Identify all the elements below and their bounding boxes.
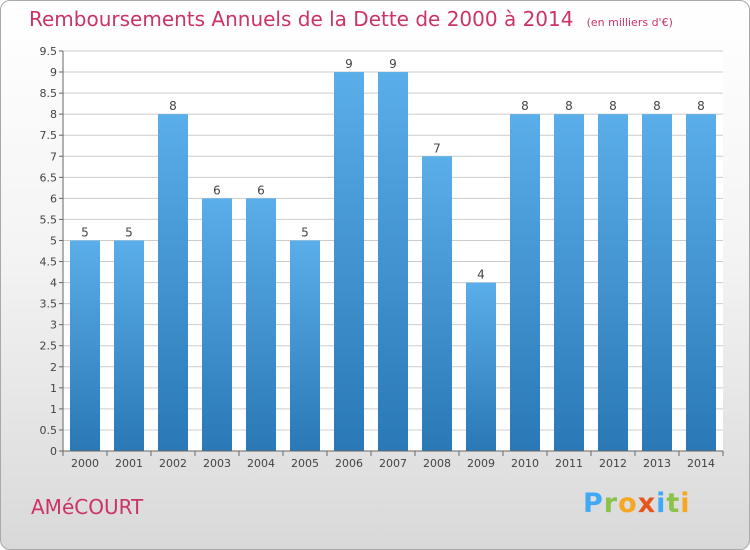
y-tick-label: 9.5 <box>40 45 58 58</box>
bar <box>642 114 672 451</box>
logo-letter: i <box>680 488 691 519</box>
y-tick-label: 5.5 <box>40 213 58 226</box>
x-tick-label: 2008 <box>423 457 451 470</box>
bar <box>114 240 144 451</box>
y-tick-label: 6 <box>50 192 57 205</box>
title-row: Remboursements Annuels de la Dette de 20… <box>29 7 673 31</box>
data-label: 8 <box>521 99 529 113</box>
data-label: 4 <box>477 268 485 282</box>
proxiti-logo: Proxiti <box>583 488 691 519</box>
chart-subtitle: (en milliers d'€) <box>586 16 673 29</box>
logo-letter: x <box>637 488 657 519</box>
y-tick-label: 0.5 <box>40 424 58 437</box>
y-tick-label: 8.5 <box>40 87 58 100</box>
logo-letter: i <box>656 488 667 519</box>
bar <box>466 282 496 451</box>
data-label: 8 <box>697 99 705 113</box>
y-tick-label: 4 <box>50 277 57 290</box>
y-tick-label: 0 <box>50 445 57 458</box>
commune-name: AMéCOURT <box>31 495 144 519</box>
logo-letter: o <box>618 488 638 519</box>
bars: 5 5 8 6 6 5 9 9 7 4 8 8 8 8 8 <box>70 57 716 451</box>
x-tick-label: 2005 <box>291 457 319 470</box>
bar <box>422 156 452 451</box>
bar <box>554 114 584 451</box>
logo-letter: P <box>583 488 604 519</box>
y-tick-label: 5 <box>50 234 57 247</box>
bar <box>246 198 276 451</box>
bar <box>158 114 188 451</box>
x-tick-label: 2000 <box>71 457 99 470</box>
x-tick-label: 2009 <box>467 457 495 470</box>
bar <box>686 114 716 451</box>
bar <box>202 198 232 451</box>
logo-letter: t <box>666 488 681 519</box>
x-tick-label: 2004 <box>247 457 275 470</box>
x-tick-label: 2001 <box>115 457 143 470</box>
bar <box>334 72 364 451</box>
y-tick-label: 8 <box>50 108 57 121</box>
x-tick-label: 2011 <box>555 457 583 470</box>
bar <box>378 72 408 451</box>
data-label: 8 <box>565 99 573 113</box>
data-label: 8 <box>169 99 177 113</box>
y-tick-label: 3 <box>50 319 57 332</box>
y-tick-label: 7 <box>50 150 57 163</box>
data-label: 5 <box>81 225 89 239</box>
x-tick-label: 2010 <box>511 457 539 470</box>
x-tick-label: 2002 <box>159 457 187 470</box>
x-tick-label: 2007 <box>379 457 407 470</box>
y-tick-label: 1 <box>50 403 57 416</box>
axes: 0 0.5 1 1 2 2.5 3 3.5 4 4.5 5 5.5 6 6.5 7 7.5 8 8.5 9 9.5 20… <box>40 45 724 470</box>
y-tick-label: 3.5 <box>40 298 58 311</box>
x-tick-label: 2006 <box>335 457 363 470</box>
y-tick-label: 2 <box>50 361 57 374</box>
y-tick-label: 2.5 <box>40 340 58 353</box>
data-label: 9 <box>389 57 397 71</box>
y-tick-label: 4.5 <box>40 256 58 269</box>
data-label: 6 <box>257 183 265 197</box>
data-label: 8 <box>609 99 617 113</box>
x-tick-label: 2003 <box>203 457 231 470</box>
bar <box>510 114 540 451</box>
data-label: 5 <box>301 225 309 239</box>
data-label: 9 <box>345 57 353 71</box>
y-tick-label: 9 <box>50 66 57 79</box>
data-label: 5 <box>125 225 133 239</box>
x-tick-label: 2012 <box>599 457 627 470</box>
x-tick-label: 2013 <box>643 457 671 470</box>
chart-title: Remboursements Annuels de la Dette de 20… <box>29 7 574 31</box>
bar <box>598 114 628 451</box>
data-label: 8 <box>653 99 661 113</box>
bar <box>70 240 100 451</box>
bar <box>290 240 320 451</box>
y-tick-label: 6.5 <box>40 171 58 184</box>
x-tick-label: 2014 <box>687 457 715 470</box>
data-label: 6 <box>213 183 221 197</box>
logo-letter: r <box>603 488 619 519</box>
data-label: 7 <box>433 141 441 155</box>
y-tick-label: 7.5 <box>40 129 58 142</box>
y-tick-label: 1 <box>50 382 57 395</box>
